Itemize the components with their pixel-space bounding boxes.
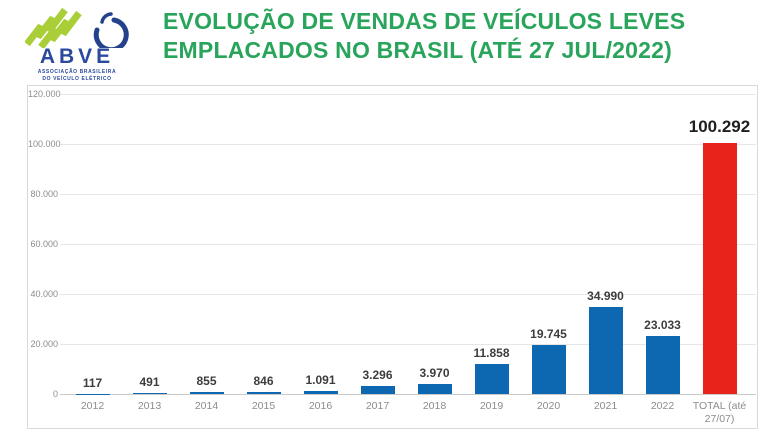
y-axis-tick-120-000: 120.000 (28, 89, 61, 99)
bar-2015 (246, 391, 281, 394)
abve-logo-graphic (25, 7, 129, 48)
gridline-40-000 (60, 294, 756, 295)
gridline-0 (60, 394, 756, 395)
page-title: EVOLUÇÃO DE VENDAS DE VEÍCULOS LEVES EMP… (163, 7, 763, 66)
lightning-icon (25, 7, 68, 47)
x-axis-label-2018: 2018 (422, 400, 447, 412)
value-label-2018: 3.970 (419, 366, 450, 381)
abve-tagline: ASSOCIAÇÃO BRASILEIRA DO VEÍCULO ELÉTRIC… (18, 69, 136, 82)
value-label-2015: 846 (253, 373, 274, 388)
value-label-2016: 1.091 (305, 373, 336, 388)
value-label-total-at-27-07: 100.292 (688, 117, 751, 137)
value-label-2021: 34.990 (587, 288, 624, 303)
bar-chart: 117 491 855 846 1.091 3.296 3.970 11.858 19.745 3… (27, 85, 758, 429)
gridline-80-000 (60, 194, 756, 195)
page-title-line1: EVOLUÇÃO DE VENDAS DE VEÍCULOS LEVES (163, 8, 686, 34)
bar-2017 (360, 385, 395, 394)
page-title-line2: EMPLACADOS NO BRASIL (ATÉ 27 JUL/2022) (163, 37, 673, 64)
y-axis-tick-40-000: 40.000 (30, 289, 58, 299)
bar-2020 (531, 344, 566, 394)
value-label-2020: 19.745 (530, 326, 567, 341)
x-axis-label-2020: 2020 (536, 400, 561, 412)
x-axis-label-2012: 2012 (80, 400, 105, 412)
bar-2019 (474, 364, 509, 394)
lightning-icon (38, 10, 82, 48)
value-label-2017: 3.296 (362, 367, 393, 382)
abve-tagline-line2: DO VEÍCULO ELÉTRICO (42, 75, 112, 82)
x-axis-label-total-at-27-07: TOTAL (até 27/07) (692, 400, 747, 425)
value-label-2019: 11.858 (473, 346, 510, 361)
bar-total-at-27-07 (702, 143, 737, 394)
plot-area: 117 491 855 846 1.091 3.296 3.970 11.858 19.745 3… (60, 94, 756, 395)
x-axis-label-2013: 2013 (137, 400, 162, 412)
x-axis-label-2021: 2021 (593, 400, 618, 412)
value-label-2012: 117 (82, 375, 103, 390)
x-axis-label-2017: 2017 (365, 400, 390, 412)
gridline-60-000 (60, 244, 756, 245)
value-label-2014: 855 (196, 373, 217, 388)
gridline-120-000 (60, 94, 756, 95)
swoosh-icon (100, 12, 113, 24)
gridline-20-000 (60, 344, 756, 345)
abve-wordmark: ABVE (39, 45, 115, 68)
y-axis-tick-60-000: 60.000 (30, 239, 58, 249)
value-label-2022: 23.033 (644, 318, 681, 333)
x-axis-label-2022: 2022 (650, 400, 675, 412)
y-axis-tick-0: 0 (52, 389, 58, 399)
y-axis-tick-20-000: 20.000 (30, 339, 58, 349)
abve-logo: ABVE ASSOCIAÇÃO BRASILEIRA DO VEÍCULO EL… (18, 4, 136, 82)
bar-2022 (645, 336, 680, 394)
bar-2014 (189, 391, 224, 394)
abve-tagline-line1: ASSOCIAÇÃO BRASILEIRA (37, 69, 117, 75)
x-axis-label-2014: 2014 (194, 400, 219, 412)
x-axis-label-2015: 2015 (251, 400, 276, 412)
value-label-2013: 491 (139, 374, 160, 389)
bar-2018 (417, 384, 452, 394)
x-axis-label-2016: 2016 (308, 400, 333, 412)
x-axis-label-2019: 2019 (479, 400, 504, 412)
bar-2013 (132, 392, 167, 394)
gridline-100-000 (60, 144, 756, 145)
swoosh-icon (93, 17, 129, 48)
y-axis-tick-80-000: 80.000 (30, 189, 58, 199)
bar-2021 (588, 306, 623, 394)
y-axis-tick-100-000: 100.000 (28, 139, 61, 149)
bar-2016 (303, 391, 338, 394)
